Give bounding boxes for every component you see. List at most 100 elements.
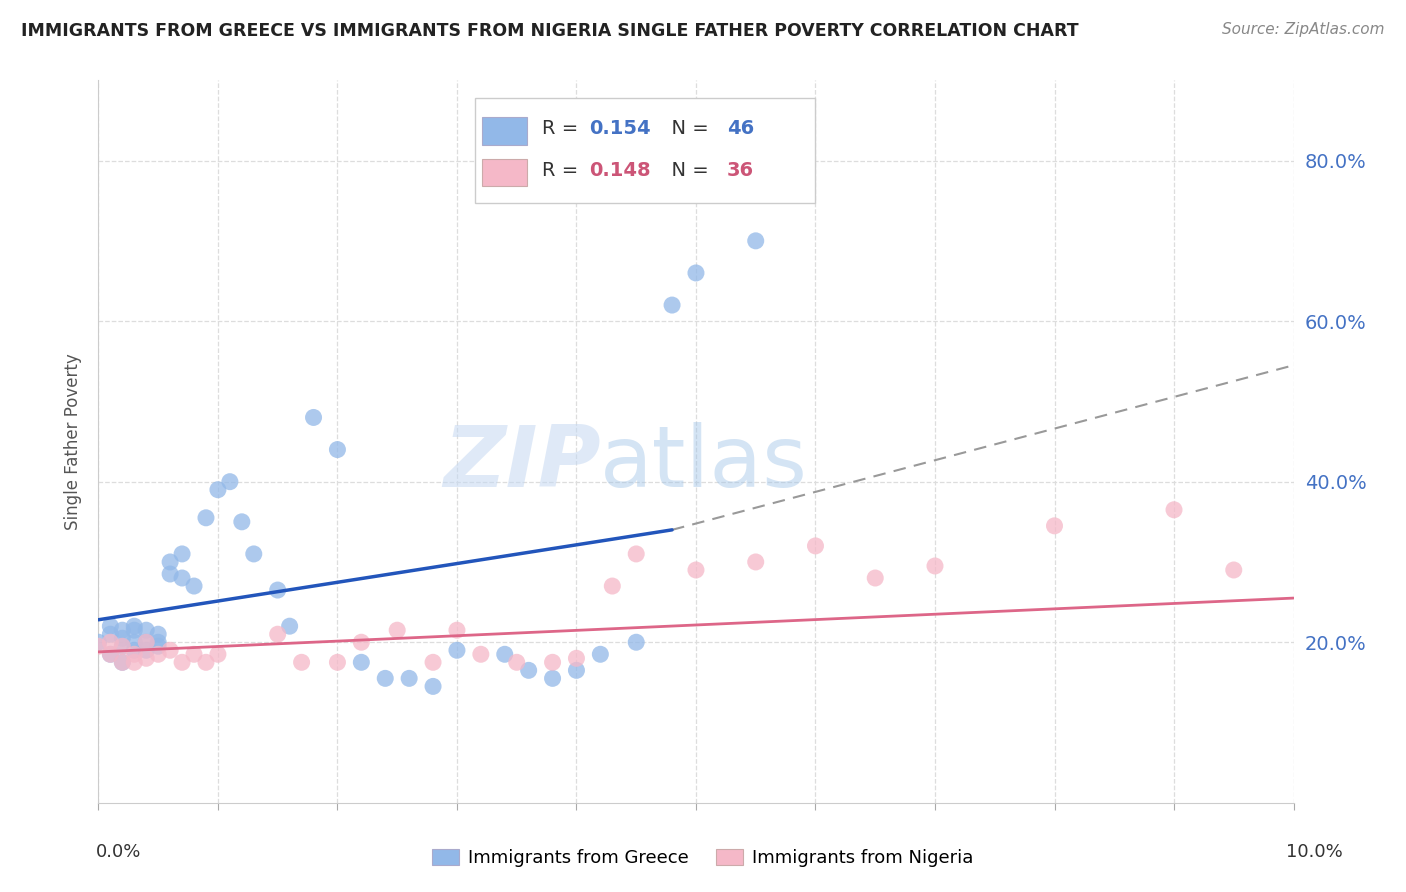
Point bbox=[183, 579, 205, 593]
Point bbox=[541, 671, 564, 685]
Point bbox=[243, 547, 266, 561]
Point bbox=[470, 648, 492, 662]
Y-axis label: Single Father Poverty: Single Father Poverty bbox=[65, 353, 83, 530]
FancyBboxPatch shape bbox=[482, 117, 527, 145]
Point bbox=[374, 671, 396, 685]
Point bbox=[148, 635, 170, 649]
Point bbox=[565, 664, 588, 678]
Text: 0.0%: 0.0% bbox=[96, 843, 141, 861]
Point bbox=[135, 651, 157, 665]
Point bbox=[446, 623, 468, 637]
Point bbox=[124, 635, 146, 649]
Point bbox=[291, 655, 314, 669]
Text: 10.0%: 10.0% bbox=[1286, 843, 1343, 861]
Point bbox=[565, 651, 588, 665]
Point bbox=[111, 632, 134, 646]
Point bbox=[98, 635, 122, 649]
Point bbox=[626, 635, 648, 649]
Point bbox=[602, 579, 624, 593]
Point bbox=[111, 639, 134, 653]
Text: R =: R = bbox=[541, 120, 585, 138]
Point bbox=[207, 648, 229, 662]
Point bbox=[135, 643, 157, 657]
Point bbox=[422, 655, 444, 669]
Point bbox=[172, 547, 194, 561]
Text: N =: N = bbox=[659, 161, 714, 180]
Point bbox=[745, 234, 768, 248]
Point bbox=[135, 623, 157, 637]
FancyBboxPatch shape bbox=[475, 98, 815, 203]
Point bbox=[446, 643, 468, 657]
Point bbox=[804, 539, 827, 553]
FancyBboxPatch shape bbox=[482, 159, 527, 186]
Point bbox=[98, 627, 122, 641]
Text: IMMIGRANTS FROM GREECE VS IMMIGRANTS FROM NIGERIA SINGLE FATHER POVERTY CORRELAT: IMMIGRANTS FROM GREECE VS IMMIGRANTS FRO… bbox=[21, 22, 1078, 40]
Point bbox=[398, 671, 420, 685]
Text: 46: 46 bbox=[727, 120, 754, 138]
Point bbox=[541, 655, 564, 669]
Point bbox=[124, 619, 146, 633]
Text: 0.148: 0.148 bbox=[589, 161, 651, 180]
Point bbox=[350, 655, 373, 669]
Point bbox=[195, 655, 218, 669]
Legend: Immigrants from Greece, Immigrants from Nigeria: Immigrants from Greece, Immigrants from … bbox=[425, 841, 981, 874]
Point bbox=[267, 627, 290, 641]
Point bbox=[422, 680, 444, 694]
Point bbox=[124, 643, 146, 657]
Text: atlas: atlas bbox=[600, 422, 808, 505]
Point bbox=[589, 648, 612, 662]
Point bbox=[302, 410, 325, 425]
Text: 36: 36 bbox=[727, 161, 754, 180]
Point bbox=[685, 266, 707, 280]
Point bbox=[326, 442, 349, 457]
Point bbox=[124, 623, 146, 637]
Point bbox=[278, 619, 301, 633]
Point bbox=[924, 558, 946, 574]
Point bbox=[1043, 518, 1066, 533]
Point bbox=[219, 475, 242, 489]
Point bbox=[231, 515, 253, 529]
Point bbox=[111, 655, 134, 669]
Point bbox=[385, 623, 409, 637]
Point bbox=[148, 627, 170, 641]
Point bbox=[350, 635, 373, 649]
Point bbox=[865, 571, 887, 585]
Point bbox=[124, 648, 146, 662]
Text: R =: R = bbox=[541, 161, 585, 180]
Point bbox=[111, 655, 134, 669]
Point bbox=[506, 655, 529, 669]
Point bbox=[98, 619, 122, 633]
Point bbox=[135, 635, 157, 649]
Text: N =: N = bbox=[659, 120, 714, 138]
Point bbox=[98, 648, 122, 662]
Point bbox=[111, 639, 134, 653]
Point bbox=[135, 635, 157, 649]
Point bbox=[1163, 502, 1185, 516]
Text: ZIP: ZIP bbox=[443, 422, 600, 505]
Point bbox=[195, 510, 218, 524]
Point bbox=[159, 567, 181, 582]
Point bbox=[159, 555, 181, 569]
Point bbox=[517, 664, 540, 678]
Point bbox=[172, 655, 194, 669]
Point bbox=[87, 639, 110, 653]
Point bbox=[1223, 563, 1246, 577]
Point bbox=[148, 639, 170, 653]
Point bbox=[745, 555, 768, 569]
Point bbox=[661, 298, 683, 312]
Point bbox=[183, 648, 205, 662]
Point bbox=[326, 655, 349, 669]
Point bbox=[626, 547, 648, 561]
Point bbox=[685, 563, 707, 577]
Text: Source: ZipAtlas.com: Source: ZipAtlas.com bbox=[1222, 22, 1385, 37]
Point bbox=[98, 648, 122, 662]
Point bbox=[124, 655, 146, 669]
Point bbox=[207, 483, 229, 497]
Point bbox=[111, 623, 134, 637]
Point bbox=[172, 571, 194, 585]
Text: 0.154: 0.154 bbox=[589, 120, 651, 138]
Point bbox=[267, 583, 290, 598]
Point bbox=[148, 648, 170, 662]
Point bbox=[87, 635, 110, 649]
Point bbox=[494, 648, 516, 662]
